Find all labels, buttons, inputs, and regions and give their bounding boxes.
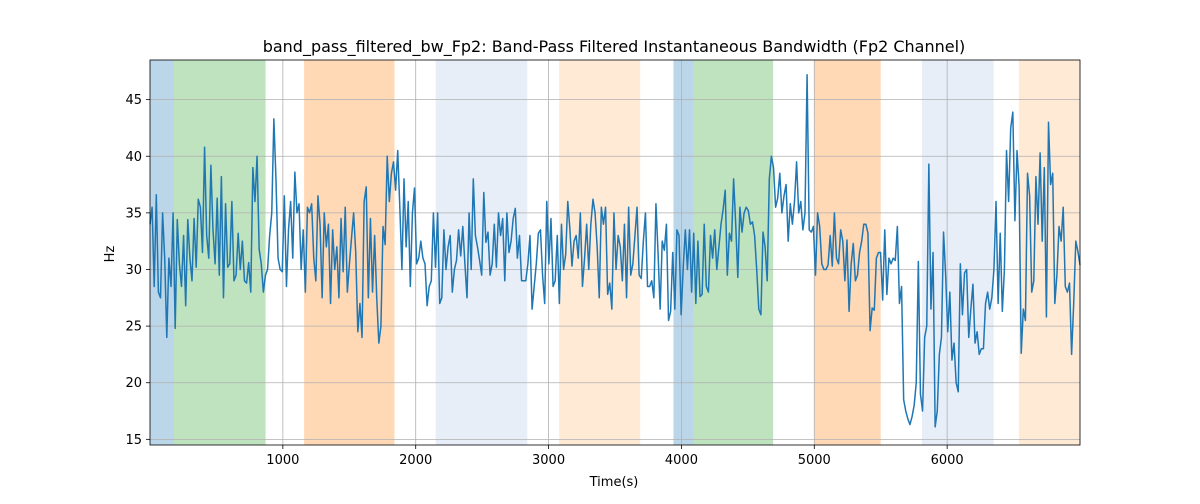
chart-title: band_pass_filtered_bw_Fp2: Band-Pass Fil… <box>263 37 966 57</box>
y-tick-label-35: 35 <box>125 206 142 221</box>
shaded-band-6 <box>693 60 774 445</box>
y-tick-label-25: 25 <box>125 320 142 335</box>
shaded-band-2 <box>304 60 395 445</box>
y-tick-label-15: 15 <box>125 433 142 448</box>
x-tick-label-3000: 3000 <box>532 453 565 468</box>
shaded-band-9 <box>1018 60 1080 445</box>
x-axis-label: Time(s) <box>589 475 639 490</box>
y-tick-label-30: 30 <box>125 263 142 278</box>
plot-frame <box>149 59 1081 446</box>
x-tick-label-1000: 1000 <box>266 453 299 468</box>
y-tick-label-20: 20 <box>125 376 142 391</box>
x-tick-label-5000: 5000 <box>798 453 831 468</box>
x-tick-label-2000: 2000 <box>399 453 432 468</box>
x-tick-label-4000: 4000 <box>665 453 698 468</box>
y-tick-label-45: 45 <box>125 93 142 108</box>
shaded-band-3 <box>435 60 528 445</box>
y-axis-label: Hz <box>103 246 118 263</box>
y-tick-label-40: 40 <box>125 150 142 165</box>
x-tick-label-6000: 6000 <box>931 453 964 468</box>
series-line-0 <box>149 73 1081 428</box>
